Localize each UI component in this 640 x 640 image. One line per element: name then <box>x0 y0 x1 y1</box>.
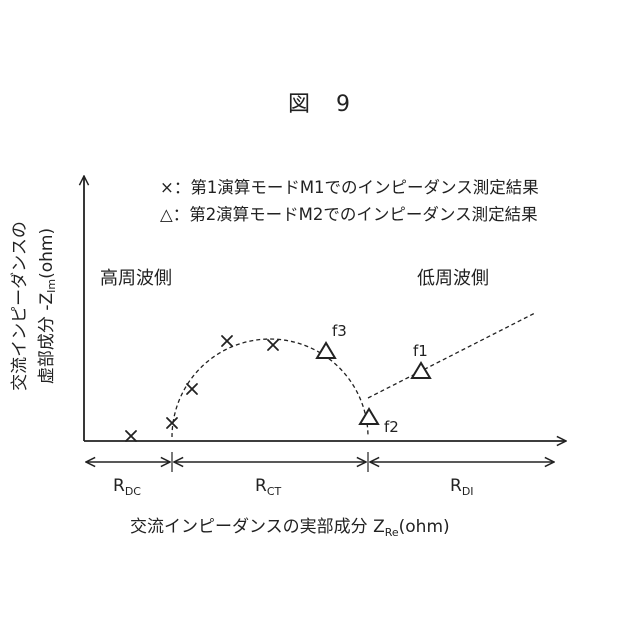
cross-marker-1 <box>126 431 136 441</box>
legend-cross: ×：第1演算モードM1でのインピーダンス測定結果 <box>160 178 539 197</box>
triangle-marker-f3 <box>317 343 335 358</box>
svg-text:虚部成分 -ZIm(ohm): 虚部成分 -ZIm(ohm) <box>37 228 58 384</box>
legend-triangle: △：第2演算モードM2でのインピーダンス測定結果 <box>160 205 538 224</box>
cross-marker-3 <box>187 384 197 394</box>
cross-marker-4 <box>222 336 232 346</box>
label-f2: f2 <box>384 418 399 436</box>
triangle-marker-f1 <box>412 363 430 378</box>
rct-label: RCT <box>255 476 281 498</box>
cross-markers <box>126 336 278 441</box>
ct-arc-dashed <box>172 339 368 437</box>
x-axis-label: 交流インピーダンスの実部成分 ZRe(ohm) <box>130 517 450 539</box>
y-axis-label-line2: 虚部成分 -ZIm(ohm) <box>37 228 58 384</box>
label-f3: f3 <box>332 322 347 340</box>
high-frequency-label: 高周波側 <box>100 268 172 289</box>
rdi-label: RDI <box>450 476 474 498</box>
figure-title: 図 9 <box>288 92 352 117</box>
svg-text:交流インピーダンスの: 交流インピーダンスの <box>10 221 30 391</box>
y-axis-label-line1: 交流インピーダンスの <box>10 221 30 391</box>
label-f1: f1 <box>413 342 428 360</box>
diffusion-line-dashed <box>368 313 535 398</box>
triangle-marker-f2 <box>360 409 378 424</box>
cross-marker-5 <box>268 340 278 350</box>
rdc-label: RDC <box>113 476 141 498</box>
low-frequency-label: 低周波側 <box>417 268 489 289</box>
